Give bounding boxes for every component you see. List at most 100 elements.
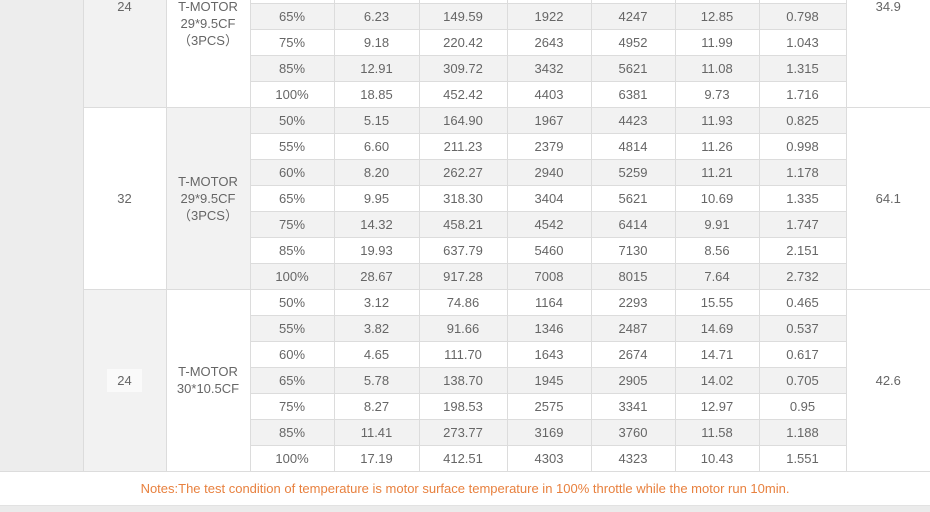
throttle-cell: 75% (249, 28, 335, 56)
data-cell: 7.64 (674, 262, 760, 290)
temperature-cell: 42.6 (845, 288, 930, 472)
table-row: 60% 4.65 111.70 1643 2674 14.71 0.617 (0, 340, 930, 368)
data-cell: 4.65 (333, 340, 420, 368)
clipped-top-row: 24 T-MOTOR 29*9.5CF （3PCS） 34.9 (0, 0, 930, 472)
data-cell: 4814 (590, 132, 676, 160)
data-cell: 458.21 (418, 210, 508, 238)
data-cell: 28.67 (333, 262, 420, 290)
table-row: 100% 28.67 917.28 7008 8015 7.64 2.732 (0, 262, 930, 290)
throttle-cell: 100% (249, 80, 335, 108)
data-cell: 14.71 (674, 340, 760, 368)
table-row: 55% 6.60 211.23 2379 4814 11.26 0.998 (0, 132, 930, 160)
data-cell: 3.82 (333, 314, 420, 342)
data-cell: 12.91 (333, 54, 420, 82)
data-cell: 2905 (590, 366, 676, 394)
notes-cell: Notes:The test condition of temperature … (0, 470, 930, 506)
model-name-line: 29*9.5CF (180, 16, 236, 31)
throttle-cell: 55% (249, 314, 335, 342)
data-cell: 10.69 (674, 184, 760, 212)
throttle-cell: 60% (249, 158, 335, 186)
data-cell: 111.70 (418, 340, 508, 368)
data-cell: 14.69 (674, 314, 760, 342)
throttle-cell: 65% (249, 184, 335, 212)
data-cell: 1945 (506, 366, 592, 394)
data-cell: 2379 (506, 132, 592, 160)
temperature-cell: 34.9 (845, 0, 930, 108)
table-row: 85% 11.41 273.77 3169 3760 11.58 1.188 (0, 418, 930, 446)
notes-row: Notes:The test condition of temperature … (0, 470, 930, 506)
throttle-cell: 100% (249, 262, 335, 290)
data-cell: 1.178 (758, 158, 847, 186)
data-cell: 11.93 (674, 106, 760, 134)
data-cell: 8.56 (674, 236, 760, 264)
data-cell: 11.99 (674, 28, 760, 56)
model-name: T-MOTOR 30*10.5CF (167, 363, 249, 397)
table-row: 60% 8.20 262.27 2940 5259 11.21 1.178 (0, 158, 930, 186)
data-cell: 1346 (506, 314, 592, 342)
data-cell: 1643 (506, 340, 592, 368)
model-name-line: T-MOTOR (178, 364, 238, 379)
model-cell: T-MOTOR 29*9.5CF （3PCS） (165, 106, 251, 290)
data-cell: 11.58 (674, 418, 760, 446)
data-cell: 0.95 (758, 392, 847, 420)
data-cell: 262.27 (418, 158, 508, 186)
model-name-line: （3PCS） (178, 207, 238, 223)
throttle-cell: 100% (249, 444, 335, 472)
throttle-cell: 55% (249, 132, 335, 160)
data-cell: 11.08 (674, 54, 760, 82)
data-cell: 2.151 (758, 236, 847, 264)
model-cell: T-MOTOR 30*10.5CF (165, 288, 251, 472)
data-cell: 0.465 (758, 288, 847, 316)
data-cell: 3760 (590, 418, 676, 446)
data-cell: 74.86 (418, 288, 508, 316)
data-cell: 0.537 (758, 314, 847, 342)
data-cell: 149.59 (418, 2, 508, 30)
data-cell: 220.42 (418, 28, 508, 56)
data-cell: 9.91 (674, 210, 760, 238)
throttle-cell: 65% (249, 366, 335, 394)
data-cell: 4423 (590, 106, 676, 134)
data-cell: 8015 (590, 262, 676, 290)
data-cell: 164.90 (418, 106, 508, 134)
data-cell: 6.60 (333, 132, 420, 160)
data-cell: 0.798 (758, 2, 847, 30)
data-cell: 7130 (590, 236, 676, 264)
data-cell: 11.41 (333, 418, 420, 446)
model-name: T-MOTOR 29*9.5CF （3PCS） (167, 0, 249, 49)
data-cell: 211.23 (418, 132, 508, 160)
data-cell: 2940 (506, 158, 592, 186)
throttle-cell: 50% (249, 288, 335, 316)
throttle-cell: 85% (249, 418, 335, 446)
model-name-line: （3PCS） (178, 33, 238, 48)
throttle-cell: 50% (249, 106, 335, 134)
table-row: 24 T-MOTOR 30*10.5CF 50% 3.12 74.86 1164 2293 15… (0, 288, 930, 472)
data-cell: 9.95 (333, 184, 420, 212)
data-cell: 2.732 (758, 262, 847, 290)
table-row: 85% 12.91 309.72 3432 5621 11.08 1.315 (0, 54, 930, 82)
throttle-cell: 75% (249, 210, 335, 238)
voltage-value: 24 (107, 368, 142, 392)
model-name-line: 29*9.5CF (180, 190, 236, 206)
data-cell: 4323 (590, 444, 676, 472)
data-cell: 12.97 (674, 392, 760, 420)
data-cell: 3432 (506, 54, 592, 82)
table-row: 85% 19.93 637.79 5460 7130 8.56 2.151 (0, 236, 930, 264)
throttle-cell: 75% (249, 392, 335, 420)
data-cell: 14.32 (333, 210, 420, 238)
notes-text: Notes:The test condition of temperature … (140, 480, 790, 496)
data-cell: 273.77 (418, 418, 508, 446)
data-cell: 15.55 (674, 288, 760, 316)
throttle-cell: 85% (249, 54, 335, 82)
data-cell: 19.93 (333, 236, 420, 264)
data-cell: 1967 (506, 106, 592, 134)
table-row: 65% 9.95 318.30 3404 5621 10.69 1.335 (0, 184, 930, 212)
data-cell: 6381 (590, 80, 676, 108)
data-cell: 5.78 (333, 366, 420, 394)
voltage-cell: 24 (82, 0, 167, 108)
data-cell: 1922 (506, 2, 592, 30)
temperature-cell: 64.1 (845, 106, 930, 290)
table-row: 65% 5.78 138.70 1945 2905 14.02 0.705 (0, 366, 930, 394)
model-name-line: T-MOTOR (178, 0, 238, 14)
model-name-line: 30*10.5CF (176, 381, 240, 396)
data-cell: 5621 (590, 54, 676, 82)
